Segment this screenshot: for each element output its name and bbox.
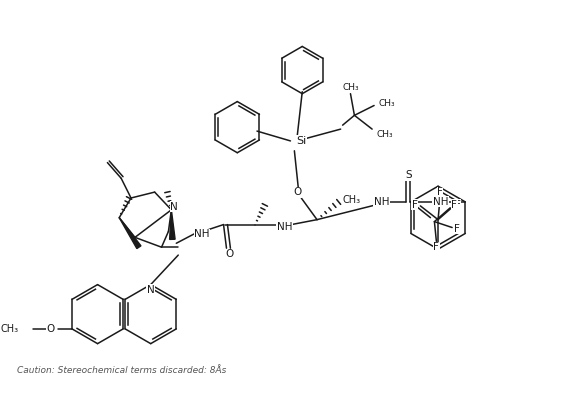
Text: F: F	[411, 200, 417, 210]
Polygon shape	[170, 210, 175, 240]
Text: Caution: Stereochemical terms discarded: 8Ås: Caution: Stereochemical terms discarded:…	[17, 366, 226, 375]
Text: F: F	[434, 242, 439, 252]
Text: F: F	[455, 200, 461, 210]
Text: CH₃: CH₃	[376, 129, 393, 139]
Text: CH₃: CH₃	[342, 83, 359, 92]
Text: O: O	[46, 324, 54, 334]
Text: N: N	[170, 202, 178, 212]
Text: CH₃: CH₃	[1, 324, 19, 334]
Text: O: O	[225, 249, 234, 259]
Text: F: F	[451, 200, 457, 210]
Text: F: F	[454, 223, 460, 234]
Text: NH: NH	[374, 197, 389, 207]
Text: Si: Si	[296, 136, 306, 146]
Text: NH: NH	[433, 197, 448, 207]
Text: N: N	[147, 284, 155, 295]
Text: F: F	[437, 187, 443, 197]
Text: CH₃: CH₃	[342, 195, 361, 205]
Text: NH: NH	[194, 229, 209, 240]
Polygon shape	[119, 218, 141, 249]
Text: O: O	[293, 187, 302, 197]
Text: S: S	[405, 170, 411, 180]
Text: CH₃: CH₃	[378, 99, 395, 108]
Text: NH: NH	[277, 221, 292, 232]
